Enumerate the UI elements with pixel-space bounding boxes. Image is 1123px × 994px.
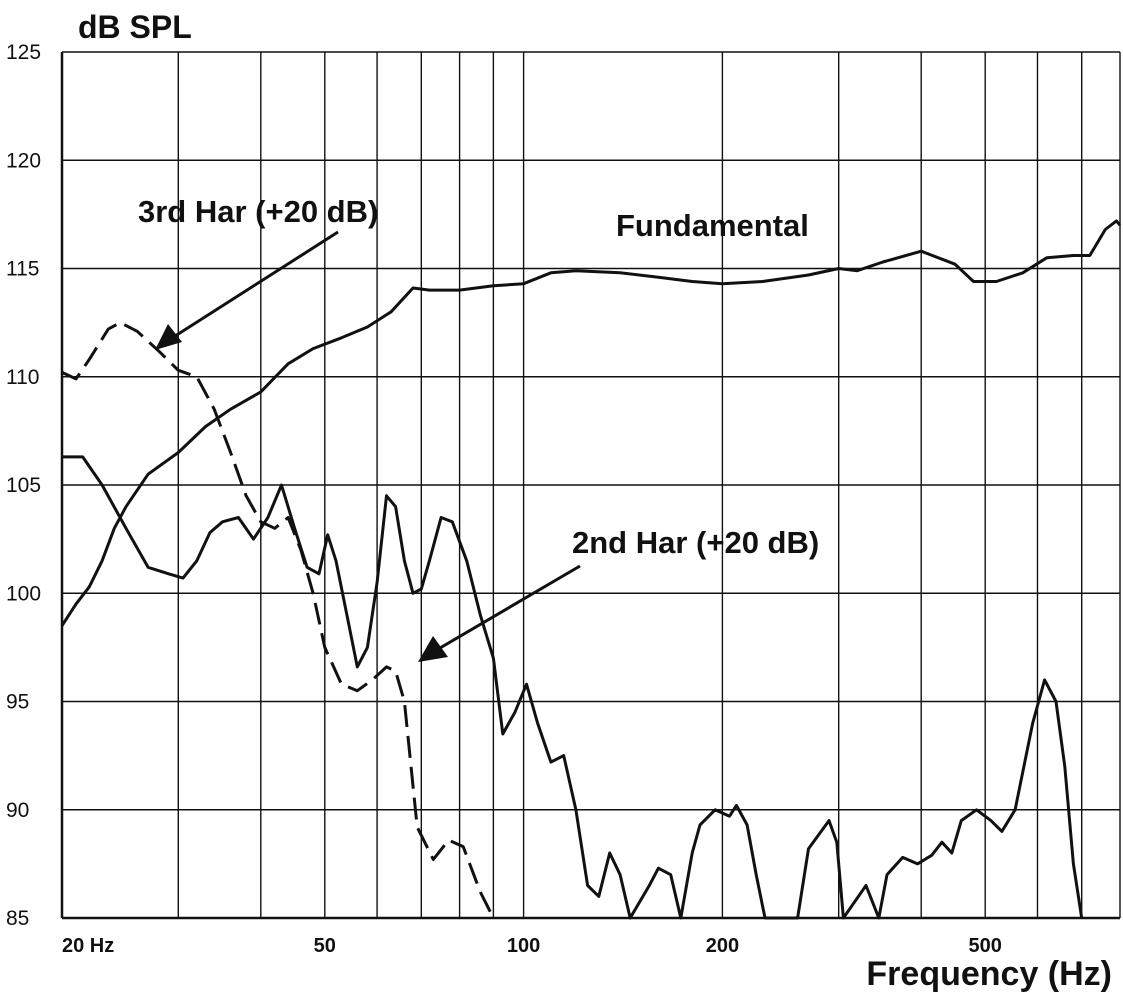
annotation-2nd-harmonic: 2nd Har (+20 dB) xyxy=(572,525,819,560)
x-axis-label: Frequency (Hz) xyxy=(866,955,1112,993)
x-tick-label: 100 xyxy=(507,935,540,957)
series-2nd-harmonic xyxy=(62,455,1084,920)
y-tick-label: 125 xyxy=(6,41,41,64)
annotation-arrow-line xyxy=(439,564,581,650)
annotation-fundamental: Fundamental xyxy=(616,208,809,243)
x-tick-label: 20 Hz xyxy=(62,935,114,957)
annotation-3rd-harmonic: 3rd Har (+20 dB) xyxy=(138,194,378,229)
y-tick-label: 110 xyxy=(6,366,39,389)
annotation-arrow-line xyxy=(171,230,339,340)
y-axis-label: dB SPL xyxy=(78,9,192,45)
second-harmonic-annotation: 2nd Har (+20 dB) xyxy=(418,525,819,662)
third-harmonic-annotation: 3rd Har (+20 dB) xyxy=(138,194,378,350)
y-tick-label: 105 xyxy=(6,474,41,497)
y-tick-label: 85 xyxy=(6,907,29,930)
x-tick-label: 50 xyxy=(314,935,336,957)
vertical-gridlines xyxy=(60,52,1121,920)
series-3rd-harmonic xyxy=(61,321,495,919)
x-tick-label: 200 xyxy=(706,935,739,957)
annotation-arrowhead xyxy=(418,636,448,662)
x-tick-label: 500 xyxy=(969,935,1002,957)
annotation-arrowhead xyxy=(155,324,182,350)
series-layer xyxy=(60,219,1122,920)
y-tick-label: 90 xyxy=(6,799,29,822)
y-tick-labels: 85 90 95 100 105 110 115 120 125 xyxy=(6,41,41,930)
y-tick-label: 120 xyxy=(6,149,41,172)
y-tick-label: 115 xyxy=(6,258,39,281)
y-tick-label: 95 xyxy=(6,691,29,714)
y-tick-label: 100 xyxy=(6,582,41,605)
series-fundamental xyxy=(60,219,1122,627)
horizontal-gridlines xyxy=(62,51,1120,919)
x-tick-labels: 20 Hz 50 100 200 500 xyxy=(62,935,1002,957)
